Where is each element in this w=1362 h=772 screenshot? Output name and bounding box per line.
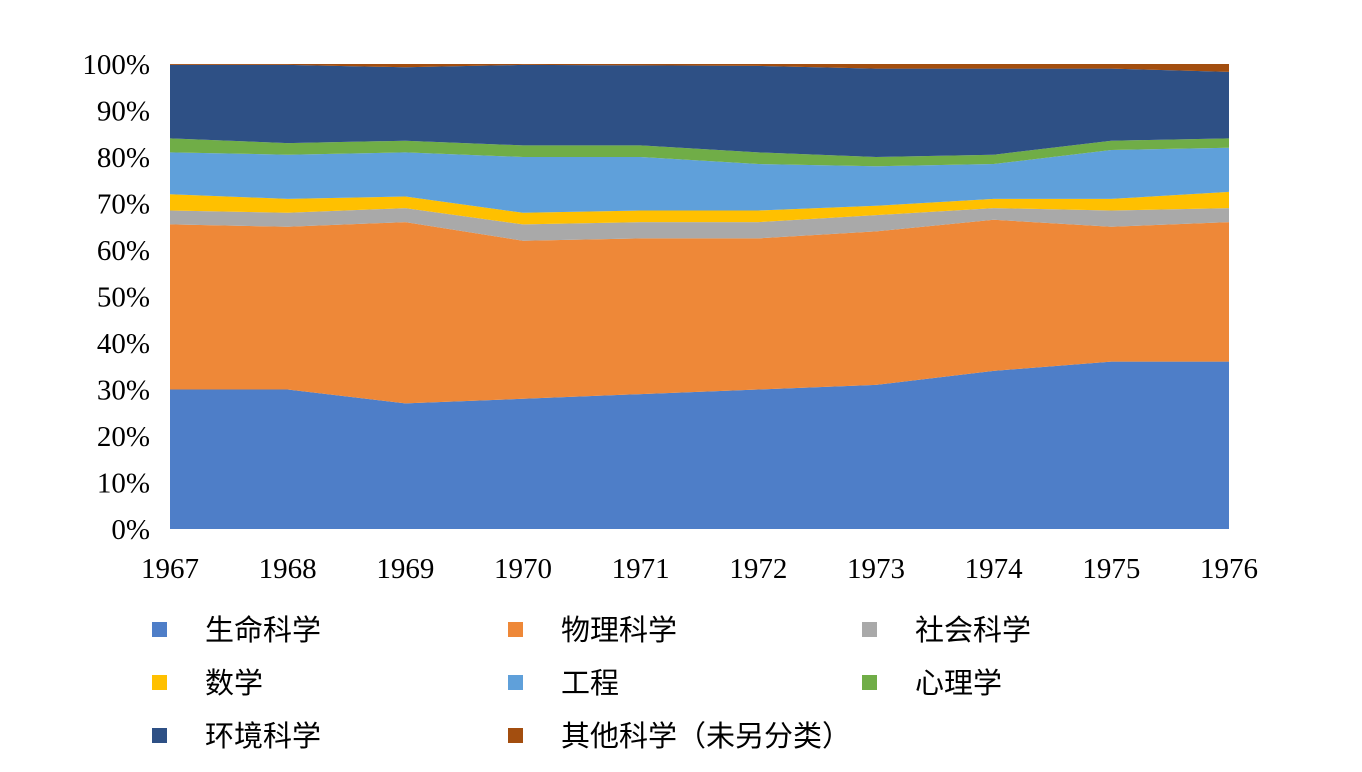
legend-label: 社会科学 <box>915 613 1031 647</box>
legend-swatch <box>862 622 877 637</box>
y-tick-label: 80% <box>97 142 150 174</box>
y-tick-label: 70% <box>97 189 150 221</box>
legend-item: 心理学 <box>862 666 1002 700</box>
x-tick-label: 1969 <box>376 553 434 585</box>
legend-item: 环境科学 <box>152 719 321 753</box>
legend-item: 生命科学 <box>152 613 321 647</box>
legend-item: 其他科学（未另分类） <box>508 719 851 753</box>
y-tick-label: 20% <box>97 421 150 453</box>
area-series-7 <box>170 64 1229 72</box>
y-tick-label: 40% <box>97 328 150 360</box>
legend-label: 生命科学 <box>205 613 321 647</box>
legend-swatch <box>508 728 523 743</box>
area-series-5 <box>170 138 1229 167</box>
legend-item: 社会科学 <box>862 613 1031 647</box>
legend-swatch <box>862 675 877 690</box>
area-series-3 <box>170 191 1229 225</box>
area-series-1 <box>170 219 1229 404</box>
legend-swatch <box>152 675 167 690</box>
legend-item: 工程 <box>508 666 619 700</box>
x-tick-label: 1967 <box>141 553 199 585</box>
legend-label: 心理学 <box>915 666 1002 700</box>
y-tick-label: 10% <box>97 468 150 500</box>
x-tick-label: 1972 <box>729 553 787 585</box>
x-tick-label: 1968 <box>259 553 317 585</box>
x-tick-label: 1973 <box>847 553 905 585</box>
y-axis-ticks: 0% 10% 20% 30% 40% 50% 60% 70% 80% 90% 100% <box>82 49 150 546</box>
area-series-6 <box>170 64 1229 157</box>
y-tick-label: 50% <box>97 282 150 314</box>
x-tick-label: 1975 <box>1082 553 1140 585</box>
legend-label: 数学 <box>205 666 263 700</box>
x-tick-label: 1971 <box>612 553 670 585</box>
area-series-0 <box>170 361 1229 529</box>
y-tick-label: 60% <box>97 235 150 267</box>
legend-item: 数学 <box>152 666 263 700</box>
legend-swatch <box>508 622 523 637</box>
area-layer <box>170 64 1229 529</box>
area-series-2 <box>170 208 1229 241</box>
legend-swatch <box>508 675 523 690</box>
legend-label: 其他科学（未另分类） <box>561 719 851 753</box>
y-tick-label: 0% <box>111 514 150 546</box>
y-tick-label: 90% <box>97 96 150 128</box>
legend-label: 工程 <box>561 666 619 700</box>
legend-swatch <box>152 622 167 637</box>
legend-label: 物理科学 <box>561 613 677 647</box>
x-tick-label: 1974 <box>965 553 1024 585</box>
x-axis-ticks: 1967 1968 1969 1970 1971 1972 1973 1974 1975 1976 <box>141 553 1258 585</box>
y-tick-label: 100% <box>82 49 150 81</box>
area-series-4 <box>170 147 1229 213</box>
x-tick-label: 1976 <box>1200 553 1258 585</box>
x-tick-label: 1970 <box>494 553 552 585</box>
legend-item: 物理科学 <box>508 613 677 647</box>
y-tick-label: 30% <box>97 375 150 407</box>
legend-swatch <box>152 728 167 743</box>
legend-label: 环境科学 <box>205 719 321 753</box>
